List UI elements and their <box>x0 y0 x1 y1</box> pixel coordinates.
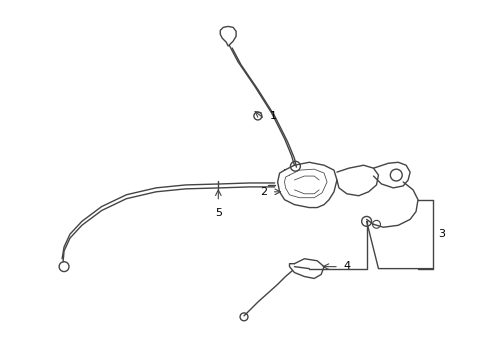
Text: 4: 4 <box>344 261 351 271</box>
Text: 1: 1 <box>270 111 277 121</box>
Text: 2: 2 <box>260 187 267 197</box>
Text: 5: 5 <box>215 208 222 217</box>
Text: 3: 3 <box>438 229 445 239</box>
